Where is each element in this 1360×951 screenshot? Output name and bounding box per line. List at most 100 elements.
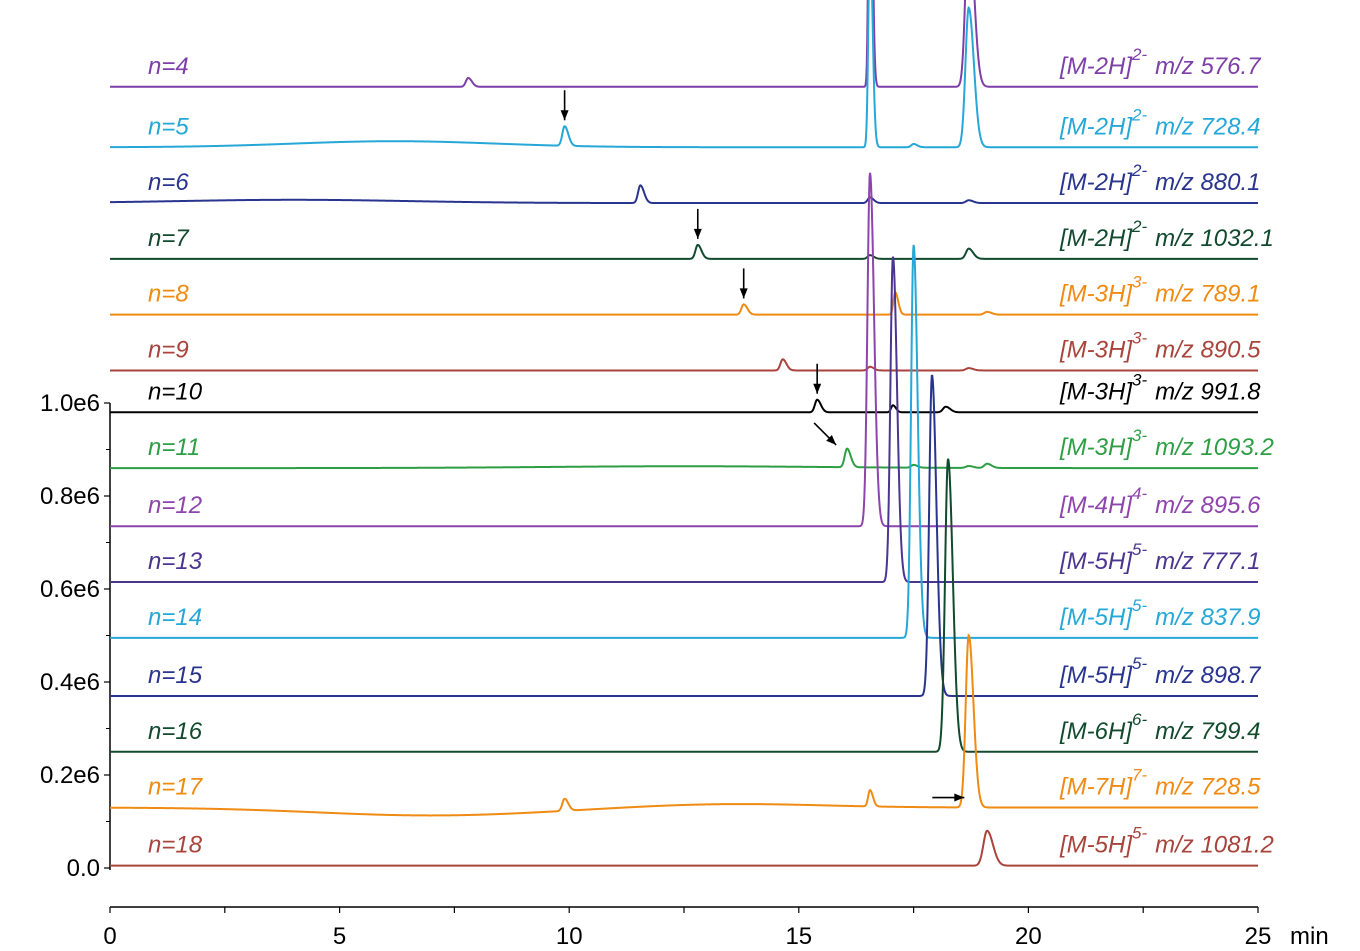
trace-line — [109, 0, 1258, 149]
trace-line — [110, 172, 1258, 528]
ion-formula: [M-5H] — [1059, 832, 1133, 859]
ion-formula: [M-4H] — [1059, 492, 1133, 519]
ion-label: [M-6H]6- m/z 799.4 — [1059, 710, 1261, 745]
annotation-arrowhead — [739, 288, 748, 299]
ion-mz: m/z 1093.2 — [1155, 434, 1274, 461]
trace-name-label: n=4 — [148, 53, 189, 80]
ion-label: [M-3H]3- m/z 991.8 — [1059, 370, 1261, 405]
trace-name-label: n=12 — [148, 492, 202, 519]
ion-label: [M-5H]5- m/z 837.9 — [1059, 596, 1261, 631]
y-tick-label: 1.0e6 — [40, 390, 100, 417]
ion-formula: [M-3H] — [1059, 336, 1133, 363]
annotation-arrowhead — [693, 228, 702, 239]
y-tick-label: 0.0 — [67, 855, 100, 882]
ion-formula: [M-5H] — [1059, 662, 1133, 689]
ion-label: [M-2H]2- m/z 576.7 — [1059, 45, 1262, 80]
x-tick-label: 20 — [1015, 923, 1042, 950]
trace-line — [110, 374, 1258, 697]
trace-line — [110, 291, 1258, 316]
annotation-arrowhead — [954, 793, 965, 802]
ion-formula: [M-2H] — [1059, 113, 1133, 140]
trace-line — [110, 358, 1258, 372]
trace-labels: n=4 [M-2H]2- m/z 576.7n=5 [M-2H]2- m/z 728.4… — [148, 45, 1274, 859]
ion-mz: m/z 991.8 — [1155, 378, 1261, 405]
ion-charge: 5- — [1132, 824, 1147, 843]
ion-formula: [M-3H] — [1059, 281, 1133, 308]
x-tick-label: 5 — [333, 923, 346, 950]
ion-mz: m/z 728.4 — [1155, 113, 1260, 140]
trace-name-label: n=9 — [148, 336, 189, 363]
ion-charge: 3- — [1132, 273, 1147, 292]
y-tick-label: 0.2e6 — [40, 762, 100, 789]
x-tick-label: 0 — [103, 923, 116, 950]
y-tick-label: 0.4e6 — [40, 669, 100, 696]
ion-formula: [M-7H] — [1059, 774, 1133, 801]
trace-name-label: n=11 — [148, 434, 200, 461]
trace-name-label: n=10 — [148, 378, 203, 405]
ion-mz: m/z 1081.2 — [1155, 832, 1274, 859]
ion-label: [M-2H]2- m/z 880.1 — [1059, 161, 1261, 196]
trace-line — [110, 447, 1258, 470]
trace-line — [110, 256, 1258, 584]
ion-label: [M-2H]2- m/z 728.4 — [1059, 105, 1261, 140]
ion-mz: m/z 728.5 — [1155, 774, 1261, 801]
ion-charge: 2- — [1131, 45, 1147, 64]
trace-line — [110, 184, 1258, 205]
ion-mz: m/z 880.1 — [1155, 169, 1260, 196]
ion-charge: 4- — [1132, 484, 1147, 503]
ion-formula: [M-5H] — [1059, 604, 1133, 631]
trace-name-label: n=15 — [148, 662, 203, 689]
traces — [109, 0, 1258, 867]
ion-label: [M-5H]5- m/z 1081.2 — [1059, 824, 1274, 859]
ion-formula: [M-2H] — [1059, 225, 1133, 252]
ion-formula: [M-6H] — [1059, 718, 1133, 745]
ion-charge: 3- — [1132, 370, 1147, 389]
ion-mz: m/z 898.7 — [1155, 662, 1262, 689]
annotation-arrowhead — [560, 110, 569, 121]
ion-charge: 5- — [1132, 654, 1147, 673]
ion-charge: 5- — [1132, 596, 1147, 615]
ion-charge: 5- — [1132, 540, 1147, 559]
ion-charge: 7- — [1132, 766, 1147, 785]
ion-mz: m/z 890.5 — [1155, 336, 1261, 363]
trace-name-label: n=16 — [148, 718, 203, 745]
ion-formula: [M-5H] — [1059, 548, 1133, 575]
ion-formula: [M-2H] — [1059, 169, 1133, 196]
ion-label: [M-3H]3- m/z 1093.2 — [1059, 426, 1274, 461]
trace-line — [110, 243, 1258, 260]
ion-charge: 2- — [1131, 161, 1147, 180]
ion-label: [M-3H]3- m/z 789.1 — [1059, 273, 1261, 308]
x-tick-label: 10 — [556, 923, 583, 950]
ion-charge: 6- — [1132, 710, 1147, 729]
annotation-arrowhead — [813, 383, 822, 394]
trace-name-label: n=17 — [148, 774, 204, 801]
x-tick-label: 15 — [785, 923, 812, 950]
trace-line — [110, 458, 1258, 753]
ion-mz: m/z 777.1 — [1155, 548, 1260, 575]
trace-line — [110, 829, 1258, 867]
ion-mz: m/z 1032.1 — [1155, 225, 1274, 252]
x-axis-unit-label: min — [1290, 923, 1329, 950]
trace-line — [110, 0, 1258, 88]
ion-label: [M-4H]4- m/z 895.6 — [1059, 484, 1261, 519]
y-tick-label: 0.6e6 — [40, 576, 100, 603]
peak-arrows — [560, 90, 965, 802]
ion-formula: [M-3H] — [1059, 434, 1133, 461]
ion-label: [M-5H]5- m/z 898.7 — [1059, 654, 1262, 689]
ion-charge: 2- — [1131, 217, 1147, 236]
ion-formula: [M-2H] — [1059, 53, 1133, 80]
ion-charge: 3- — [1132, 426, 1147, 445]
y-tick-label: 0.8e6 — [40, 483, 100, 510]
x-tick-label: 25 — [1245, 923, 1272, 950]
ion-charge: 3- — [1132, 328, 1147, 347]
ion-mz: m/z 576.7 — [1155, 53, 1262, 80]
ion-label: [M-3H]3- m/z 890.5 — [1059, 328, 1261, 363]
trace-name-label: n=13 — [148, 548, 203, 575]
trace-name-label: n=7 — [148, 225, 190, 252]
trace-line — [110, 244, 1258, 639]
annotation-arrowhead — [826, 435, 837, 445]
trace-name-label: n=6 — [148, 169, 189, 196]
ion-mz: m/z 789.1 — [1155, 281, 1260, 308]
ion-label: [M-5H]5- m/z 777.1 — [1059, 540, 1261, 575]
